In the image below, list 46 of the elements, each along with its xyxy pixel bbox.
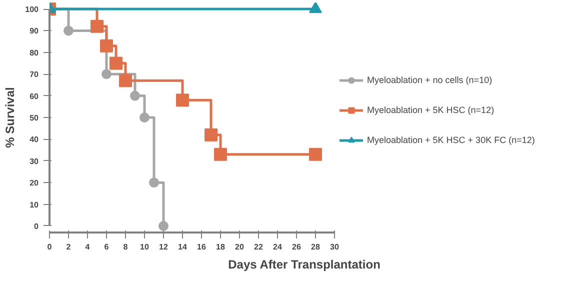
- legend-label: Myeloablation + 5K HSC (n=12): [367, 105, 494, 115]
- point: [214, 148, 227, 161]
- y-tick-label: 10: [30, 200, 40, 210]
- x-tick-label: 24: [273, 242, 282, 252]
- x-tick-label: 2: [66, 242, 72, 252]
- x-tick-label: 20: [235, 242, 244, 252]
- x-tick-label: 26: [292, 242, 302, 252]
- point: [204, 128, 218, 142]
- point: [140, 112, 150, 122]
- x-axis-title: Days After Transplantation: [228, 258, 380, 272]
- y-tick-label: 80: [30, 48, 40, 58]
- x-tick-label: 28: [311, 242, 320, 252]
- legend-label: Myeloablation + no cells (n=10): [367, 75, 492, 85]
- y-tick-label: 20: [30, 178, 40, 188]
- point: [130, 90, 140, 101]
- y-tick-label: 90: [30, 26, 40, 36]
- x-tick-label: 16: [197, 242, 206, 252]
- point: [309, 148, 322, 161]
- legend-label: Myeloablation + 5K HSC + 30K FC (n=12): [367, 135, 535, 145]
- x-tick-label: 0: [47, 242, 52, 252]
- point: [176, 94, 189, 107]
- point: [119, 74, 132, 88]
- point: [90, 20, 104, 33]
- x-tick-label: 18: [216, 242, 226, 252]
- x-tick-label: 6: [104, 242, 110, 252]
- x-tick-label: 30: [330, 242, 340, 252]
- x-tick-label: 12: [159, 242, 168, 252]
- y-axis-title: % Survival: [3, 87, 18, 148]
- y-tick-label: 60: [30, 92, 40, 101]
- x-tick-label: 14: [178, 242, 188, 252]
- x-tick-label: 10: [140, 242, 150, 252]
- y-tick-label: 100: [25, 5, 40, 14]
- point: [149, 178, 159, 188]
- y-tick-label: 30: [30, 156, 40, 166]
- y-tick-label: 40: [30, 135, 40, 144]
- x-tick-label: 4: [85, 242, 90, 252]
- y-tick-label: 50: [30, 114, 40, 122]
- point: [102, 69, 112, 80]
- point: [100, 39, 113, 52]
- point: [64, 26, 74, 36]
- y-tick-label: 70: [30, 70, 40, 80]
- x-tick-label: 8: [123, 242, 128, 252]
- x-tick-label: 22: [254, 242, 264, 252]
- point: [158, 221, 168, 231]
- point: [110, 56, 122, 70]
- y-tick-label: 0: [34, 222, 40, 231]
